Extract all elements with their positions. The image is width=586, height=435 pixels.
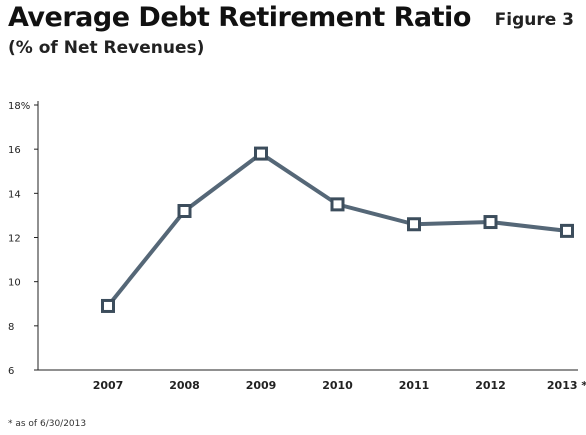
x-tick-label: 2007 [93, 379, 124, 392]
y-tick-label: 16 [8, 145, 21, 156]
y-tick-label: 8 [8, 322, 14, 333]
y-tick-label: 14 [8, 189, 21, 200]
y-tick-label: 6 [8, 366, 14, 377]
x-tick-label: 2010 [322, 379, 353, 392]
y-tick-label: 10 [8, 278, 21, 289]
y-tick-label: 18% [8, 101, 30, 112]
x-tick-label: 2011 [399, 379, 430, 392]
data-point-marker [177, 204, 192, 218]
data-point-marker [330, 197, 345, 212]
chart-title: Average Debt Retirement Ratio [8, 2, 471, 33]
figure-label: Figure 3 [494, 10, 574, 30]
data-point-marker [560, 223, 574, 238]
x-tick-label: 2008 [169, 379, 200, 392]
y-axis-ticks: 6 8 10 12 14 16 18% [8, 101, 38, 377]
y-tick-label: 12 [8, 234, 21, 245]
x-tick-label: 2013 * [547, 379, 586, 392]
x-tick-label: 2009 [246, 379, 277, 392]
data-point-marker [407, 217, 421, 232]
series-group [101, 146, 574, 313]
data-point-marker [254, 146, 268, 161]
chart-axes [37, 101, 578, 371]
x-axis-ticks: 2007 2008 2009 2010 2011 2012 2013 * [93, 379, 586, 392]
series-line [106, 151, 568, 308]
chart-subtitle: (% of Net Revenues) [8, 38, 205, 58]
data-point-marker [101, 298, 115, 313]
x-tick-label: 2012 [475, 379, 506, 392]
data-point-marker [483, 215, 498, 230]
footnote: * as of 6/30/2013 [8, 419, 87, 429]
